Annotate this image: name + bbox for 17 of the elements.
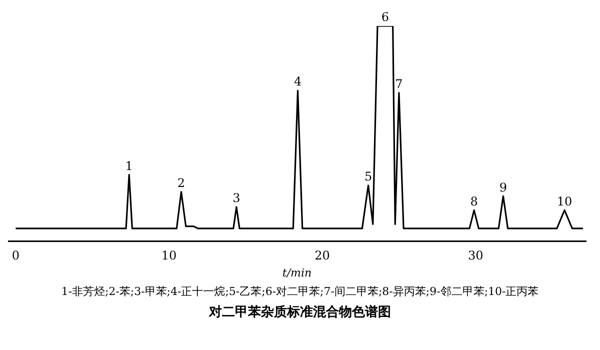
annotation: 7 [395,76,403,91]
annotation: 3 [232,191,240,206]
annotation: 8 [470,194,478,208]
x-tick-label: 30 [468,248,484,263]
x-tick-label: 20 [314,248,330,263]
text: 对二甲苯杂质标准混合物色谱图 [208,304,392,321]
annotation: 1 [125,158,133,173]
text: 1-非芳烃;2-苯;3-甲苯;4-正十一烷;5-乙苯;6-对二甲苯;7-间二甲苯;8-异丙苯;9-邻二甲苯;10-正丙苯 [60,284,540,299]
x-axis-title: t/min [282,266,312,280]
annotation: 10 [556,194,572,208]
annotation: 6 [381,10,389,24]
x-tick-label: 0 [12,248,20,263]
annotation: 9 [499,180,508,194]
annotation: 2 [177,176,186,190]
annotation: 5 [364,170,372,184]
annotation: 4 [294,74,302,89]
x-tick-label: 10 [161,248,177,263]
